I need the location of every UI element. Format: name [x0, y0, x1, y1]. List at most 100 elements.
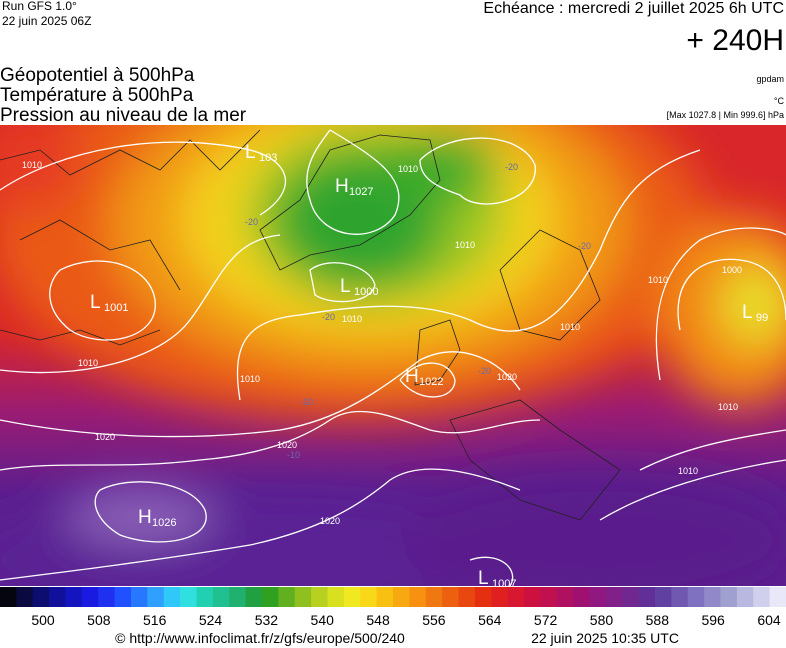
legend-line: Température à 500hPa [0, 85, 194, 106]
isobar-label: 1020 [497, 372, 517, 382]
legend-line: Géopotentiel à 500hPa [0, 65, 195, 86]
colorbar-swatch [507, 587, 525, 607]
colorbar-swatch [704, 587, 721, 607]
colorbar-tick-label: 508 [87, 612, 111, 628]
colorbar-tick-label: 588 [646, 612, 670, 628]
temperature-label: -20 [245, 217, 258, 227]
isobar-label: 1010 [718, 402, 738, 412]
colorbar-swatch [245, 587, 263, 607]
temperature-label: -20 [505, 162, 518, 172]
isobar-label: 1020 [320, 516, 340, 526]
pressure-center-value: 1000 [354, 286, 378, 298]
colorbar-swatch [278, 587, 296, 607]
colorbar-swatch [524, 587, 541, 607]
isobar-label: 1010 [455, 240, 475, 250]
colorbar-swatch [114, 587, 132, 607]
pressure-center-letter: L [742, 302, 753, 323]
pressure-center-value: 1022 [419, 376, 443, 388]
colorbar-swatch [736, 587, 754, 607]
horizon-label: + 240H [686, 24, 784, 57]
colorbar-swatch [196, 587, 214, 607]
colorbar-swatch [573, 587, 590, 607]
pressure-center-letter: L [90, 292, 101, 313]
colorbar-swatch [0, 587, 17, 607]
colorbar-tick-label: 572 [534, 612, 558, 628]
colorbar-swatch [655, 587, 672, 607]
model-label: Run GFS 1.0° [2, 0, 77, 13]
colorbar-swatch [622, 587, 640, 607]
colorbar-swatch [180, 587, 197, 607]
colorbar-swatch [458, 587, 476, 607]
isobar-label: 1000 [722, 265, 742, 275]
pressure-center-value: 1027 [349, 186, 373, 198]
colorbar-swatch [163, 587, 181, 607]
colorbar-swatch [638, 587, 656, 607]
isobar-label: 1010 [240, 374, 260, 384]
colorbar-tick-label: 500 [31, 612, 55, 628]
pressure-center-letter: L [245, 142, 256, 163]
colorbar-swatch [474, 587, 492, 607]
unit-label: gpdam [756, 74, 784, 84]
temperature-label: -10 [300, 397, 313, 407]
colorbar-swatch [409, 587, 427, 607]
colorbar-swatch [442, 587, 459, 607]
colorbar-swatch [343, 587, 361, 607]
isobar-label: 1010 [22, 160, 42, 170]
unit-label: °C [774, 96, 785, 106]
map-area [0, 125, 786, 586]
colorbar-swatch [687, 587, 705, 607]
temperature-label: -20 [578, 241, 591, 251]
colorbar-swatch [491, 587, 509, 607]
colorbar-swatch [753, 587, 771, 607]
colorbar-swatch [16, 587, 34, 607]
colorbar-swatch [311, 587, 328, 607]
colorbar-swatch [376, 587, 394, 607]
temperature-label: -20 [322, 312, 335, 322]
pressure-center-value: 1001 [104, 302, 128, 314]
colorbar-tick-label: 516 [143, 612, 167, 628]
colorbar-swatch [671, 587, 689, 607]
colorbar-swatch [65, 587, 83, 607]
colorbar-swatch [81, 587, 99, 607]
pressure-center-value: 1026 [152, 517, 176, 529]
echeance-label: Echéance : mercredi 2 juillet 2025 6h UT… [483, 0, 784, 17]
isobar-label: 1010 [78, 358, 98, 368]
isobar-label: 1010 [342, 314, 362, 324]
colorbar-swatch [212, 587, 230, 607]
colorbar-tick-label: 532 [255, 612, 279, 628]
source-link: © http://www.infoclimat.fr/z/gfs/europe/… [115, 630, 405, 646]
colorbar-swatch [294, 587, 312, 607]
colorbar-swatch [229, 587, 247, 607]
pressure-center-letter: H [405, 366, 419, 387]
colorbar-swatch [32, 587, 50, 607]
colorbar-swatch [769, 587, 786, 607]
colorbar-swatch [720, 587, 738, 607]
colorbar-tick-label: 540 [311, 612, 335, 628]
isobars [0, 129, 786, 586]
isobar-label: 1010 [678, 466, 698, 476]
colorbar-swatch [393, 587, 410, 607]
coastlines [0, 129, 621, 521]
colorbar-swatch [425, 587, 443, 607]
colorbar-swatch [98, 587, 116, 607]
colorbar: 500 508 516 524 532 540 548 556 564 572 580 588 596 6… [0, 587, 786, 628]
colorbar-swatch [556, 587, 574, 607]
isobar-label: 1010 [398, 164, 418, 174]
pressure-center-letter: L [340, 276, 351, 297]
issue-date: 22 juin 2025 10:35 UTC [531, 630, 679, 646]
pressure-center-letter: H [335, 176, 349, 197]
temperature-field [0, 125, 786, 586]
colorbar-tick-label: 596 [701, 612, 725, 628]
colorbar-swatch [327, 587, 345, 607]
colorbar-swatch [605, 587, 623, 607]
temperature-label: -10 [287, 450, 300, 460]
isobar-label: 1010 [648, 275, 668, 285]
colorbar-swatch [540, 587, 558, 607]
extremes-label: [Max 1027.8 | Min 999.6] hPa [667, 110, 784, 120]
run-label: 22 juin 2025 06Z [2, 14, 91, 28]
colorbar-tick-label: 564 [478, 612, 502, 628]
colorbar-swatch [131, 587, 148, 607]
isobar-label: 1020 [95, 432, 115, 442]
colorbar-swatch [147, 587, 165, 607]
